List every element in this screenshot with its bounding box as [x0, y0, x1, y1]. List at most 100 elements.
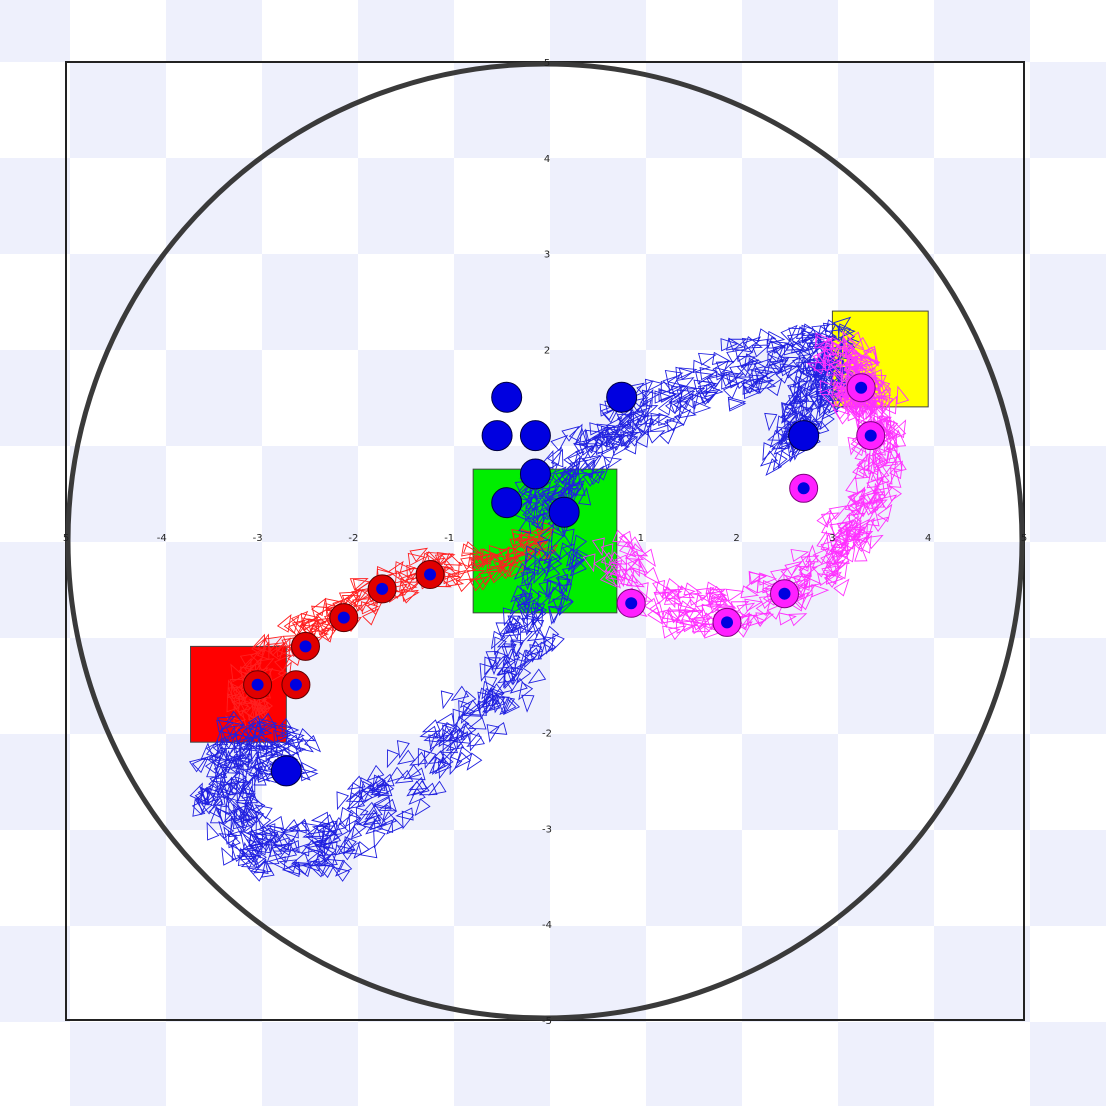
trail-arrow [877, 467, 890, 487]
trail-arrow [833, 560, 848, 580]
trail-arrow [458, 700, 471, 719]
trail-arrow [854, 442, 868, 462]
trail-arrow [699, 367, 718, 381]
trail-arrow [241, 780, 255, 799]
trail-arrow [245, 838, 265, 855]
trail-arrow [626, 413, 644, 431]
trail-arrow [817, 325, 837, 339]
trail-arrow [524, 545, 539, 565]
trail-arrow [674, 408, 692, 427]
trail-arrow [691, 393, 711, 408]
trail-arrow [866, 469, 880, 489]
trail-arrow [307, 864, 327, 878]
trail-arrow [269, 838, 283, 858]
trail-arrow [656, 609, 670, 629]
trail-arrow [344, 588, 360, 607]
trail-arrow [351, 587, 370, 603]
arena-boundary-circle [65, 61, 1025, 1021]
trail-arrow [443, 566, 462, 580]
trail-arrow [223, 826, 239, 845]
trail-arrow [467, 552, 487, 567]
trail-arrow [505, 615, 522, 635]
trail-arrow [377, 798, 397, 812]
trail-arrow [654, 390, 673, 404]
trail-arrow [623, 435, 638, 455]
agent-magenta-core [855, 381, 868, 394]
trail-arrow [889, 452, 903, 471]
trail-arrow [519, 626, 533, 646]
trail-arrow [281, 723, 300, 737]
trail-arrow [841, 543, 856, 563]
trail-arrow [611, 442, 631, 456]
trail-arrow [373, 829, 386, 849]
trail-arrow [868, 499, 888, 513]
trail-arrow [386, 766, 405, 783]
trail-arrow [490, 655, 510, 670]
agent-blue [270, 755, 302, 787]
trail-arrow [582, 454, 601, 470]
trail-arrow [481, 680, 496, 700]
trail-arrow [678, 385, 698, 399]
agent-blue [491, 487, 523, 519]
trail-arrow [282, 738, 300, 756]
trail-arrow [485, 650, 499, 669]
trail-arrow [781, 405, 797, 424]
trail-arrow [510, 640, 524, 659]
trail-arrow [822, 337, 842, 350]
trail-arrow [800, 555, 820, 569]
trail-arrow [400, 581, 420, 595]
y-tick-label: 4 [544, 154, 550, 165]
trail-arrow [403, 764, 422, 780]
trail-arrow [504, 670, 517, 690]
trail-arrow [240, 830, 259, 847]
trail-arrow [775, 366, 793, 384]
trail-arrow [252, 633, 265, 653]
trail-arrow [833, 316, 852, 333]
trail-arrow [306, 830, 326, 845]
trail-arrow [833, 578, 850, 597]
trail-arrow [762, 442, 776, 462]
trail-arrow [547, 446, 562, 466]
trail-arrow [509, 677, 528, 694]
trail-arrow [564, 461, 581, 481]
trail-1 [188, 506, 589, 882]
trail-arrow [525, 538, 545, 552]
trail-arrow [225, 795, 238, 815]
trail-arrow [781, 402, 794, 421]
trail-arrow [300, 839, 320, 854]
trail-arrow [796, 552, 811, 572]
trail-arrow [701, 388, 721, 404]
trail-arrow [847, 497, 864, 516]
trail-arrow [559, 468, 579, 485]
trail-arrow [290, 818, 310, 832]
trail-arrow [752, 611, 772, 627]
trail-arrow [618, 530, 634, 550]
trail-arrow [770, 341, 790, 354]
trail-arrow [748, 613, 767, 627]
trail-arrow [866, 507, 880, 527]
trail-arrow [339, 806, 354, 826]
trail-arrow [606, 436, 626, 449]
trail-arrow [206, 821, 220, 841]
trail-arrow [456, 746, 473, 765]
trail-arrow [219, 787, 238, 804]
trail-arrow [586, 471, 606, 486]
trail-arrow [604, 561, 623, 578]
trail-arrow [621, 568, 635, 587]
trail-arrow [664, 369, 684, 383]
trail-arrow [837, 323, 852, 343]
trail-arrow [362, 811, 382, 826]
trail-arrow [503, 643, 517, 662]
trail-arrow [514, 550, 534, 564]
trail-arrow [281, 840, 300, 854]
trail-arrow [481, 697, 501, 713]
trail-arrow [502, 697, 521, 716]
trail-arrow [697, 352, 717, 366]
trail-arrow [241, 853, 261, 867]
trail-arrow [644, 378, 664, 392]
trail-arrow [600, 403, 619, 421]
trail-arrow [252, 859, 272, 874]
agent-blue [491, 381, 523, 413]
trail-arrow [283, 615, 300, 634]
trail-arrow [843, 361, 860, 380]
